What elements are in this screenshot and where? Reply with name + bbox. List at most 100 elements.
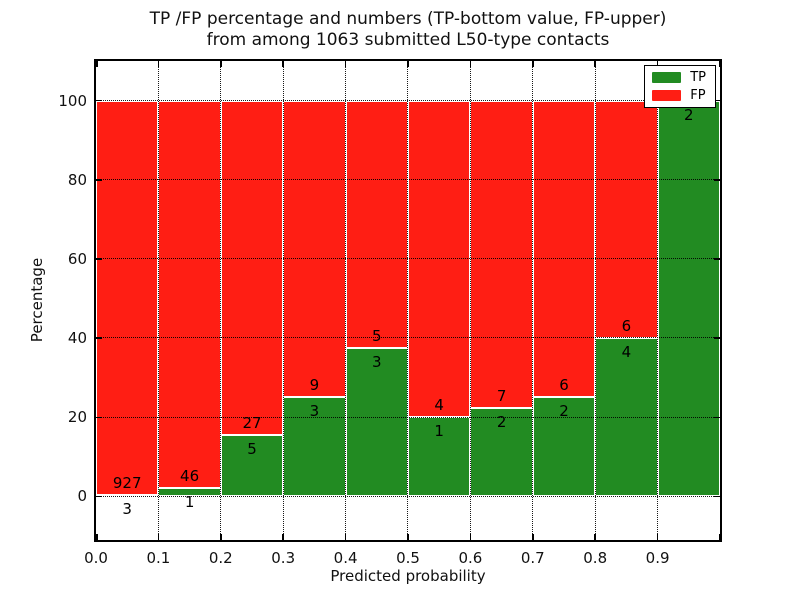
x-tick-mark [469, 534, 472, 540]
bar-label-fp: 927 [112, 474, 142, 493]
bar-segment-tp [220, 434, 284, 497]
x-tick-label: 0.3 [271, 549, 296, 567]
bar-segment-tp [470, 408, 533, 497]
gridline-h [96, 337, 720, 339]
chart-title-line1: TP /FP percentage and numbers (TP-bottom… [149, 9, 667, 29]
bar-segment-tp [345, 348, 408, 497]
gridline-v [407, 61, 409, 540]
y-tick-label: 20 [67, 408, 87, 427]
x-tick-label: 0.4 [333, 549, 358, 567]
bar-segment-fp [345, 100, 408, 348]
bar-segment-tp [532, 397, 596, 497]
gridline-v [594, 61, 596, 540]
bar-segment-tp [96, 495, 159, 498]
gridline-v [469, 61, 471, 540]
y-tick-label: 60 [67, 249, 87, 268]
bar-segment-tp [283, 397, 346, 497]
x-tick-mark [718, 61, 720, 67]
gridline-h [96, 495, 720, 497]
x-tick-mark [282, 61, 284, 67]
bar-label-fp: 7 [496, 387, 507, 406]
x-tick-mark [344, 61, 347, 67]
gridline-h [96, 179, 720, 181]
bar-label-fp: 6 [559, 376, 569, 395]
x-tick-label: 0.1 [146, 549, 171, 567]
x-tick-mark [220, 534, 222, 540]
bar-label-tp: 3 [309, 402, 320, 421]
bar-segment-tp [657, 100, 720, 497]
bar-segment-fp [595, 100, 658, 339]
plot-area: TP FP 927 3 46 1 27 5 9 3 5 3 4 1 7 2 6 2 6 4 2 0.0 0.1 0.2 0.… [58, 59, 722, 567]
bar-segment-fp [220, 100, 284, 435]
bar-label-fp: 6 [621, 317, 632, 336]
bar-label-tp: 1 [434, 422, 444, 441]
x-tick-mark [532, 61, 534, 67]
gridline-v [157, 61, 159, 540]
x-tick-mark [656, 534, 659, 540]
labels-layer: 927 3 46 1 27 5 9 3 5 3 4 1 7 2 6 2 6 4 2 [96, 61, 720, 540]
bar-label-tp: 2 [684, 105, 694, 124]
x-tick-mark [96, 534, 98, 540]
x-tick-mark [718, 534, 720, 540]
legend-entry-tp: TP [652, 71, 706, 84]
x-tick-label: 0.6 [458, 549, 483, 567]
bar-label-tp: 3 [122, 500, 132, 519]
y-tick-label: 100 [58, 91, 87, 110]
y-tick-label: 80 [67, 170, 87, 189]
x-tick-label: 0.2 [208, 549, 233, 567]
gridline-v [656, 61, 658, 540]
bar-segment-tp [595, 338, 658, 497]
x-tick-label: 0.8 [583, 549, 608, 567]
y-tick-mark [96, 258, 102, 260]
bar-segment-fp [158, 100, 221, 489]
x-tick-mark [157, 61, 160, 67]
y-axis-label: Percentage [28, 257, 46, 343]
bar-segment-tp [158, 488, 221, 497]
x-tick-label: 0.9 [645, 549, 670, 567]
bar-segment-fp [283, 100, 346, 398]
y-tick-mark [714, 416, 720, 419]
bar-label-fp: 46 [180, 467, 200, 486]
bar-segment-tp [408, 417, 471, 497]
y-tick-mark [96, 416, 102, 419]
bar-segment-fp [470, 100, 533, 409]
x-tick-mark [594, 534, 596, 540]
y-tick-mark [714, 179, 720, 181]
y-tick-mark [96, 99, 102, 102]
gridline-h [96, 258, 720, 260]
x-tick-mark [407, 61, 409, 67]
bar-label-tp: 2 [559, 402, 569, 421]
x-tick-mark [407, 534, 409, 540]
chart-title: TP /FP percentage and numbers (TP-bottom… [150, 9, 667, 51]
y-tick-mark [714, 495, 720, 498]
x-tick-mark [532, 534, 534, 540]
gridline-v [282, 61, 284, 540]
bar-segment-fp [408, 100, 471, 418]
bar-label-tp: 2 [496, 413, 507, 432]
legend-swatch-fp-icon [652, 90, 682, 101]
bar-label-fp: 27 [242, 413, 262, 432]
gridline-v [532, 61, 534, 540]
bar-label-tp: 4 [621, 343, 632, 362]
x-tick-mark [344, 534, 347, 540]
x-tick-label: 0.0 [84, 549, 108, 567]
bar-label-tp: 5 [247, 439, 257, 458]
x-tick-label: 0.7 [520, 549, 545, 567]
legend-swatch-tp-icon [652, 72, 682, 83]
bar-label-tp: 3 [372, 353, 382, 371]
bar-segment-fp [96, 100, 159, 496]
gridline-v [220, 61, 222, 540]
legend-entry-fp: FP [652, 89, 706, 102]
y-tick-mark [96, 337, 102, 339]
x-tick-mark [469, 61, 472, 67]
x-tick-mark [220, 61, 222, 67]
x-tick-mark [157, 534, 160, 540]
bars-layer [96, 61, 720, 540]
bar-segment-fp [532, 100, 596, 398]
y-tick-mark [96, 179, 102, 181]
y-tick-label: 0 [77, 487, 87, 506]
legend-label-tp: TP [690, 70, 706, 85]
x-tick-label: 0.5 [396, 549, 420, 567]
gridline-h [96, 99, 720, 101]
